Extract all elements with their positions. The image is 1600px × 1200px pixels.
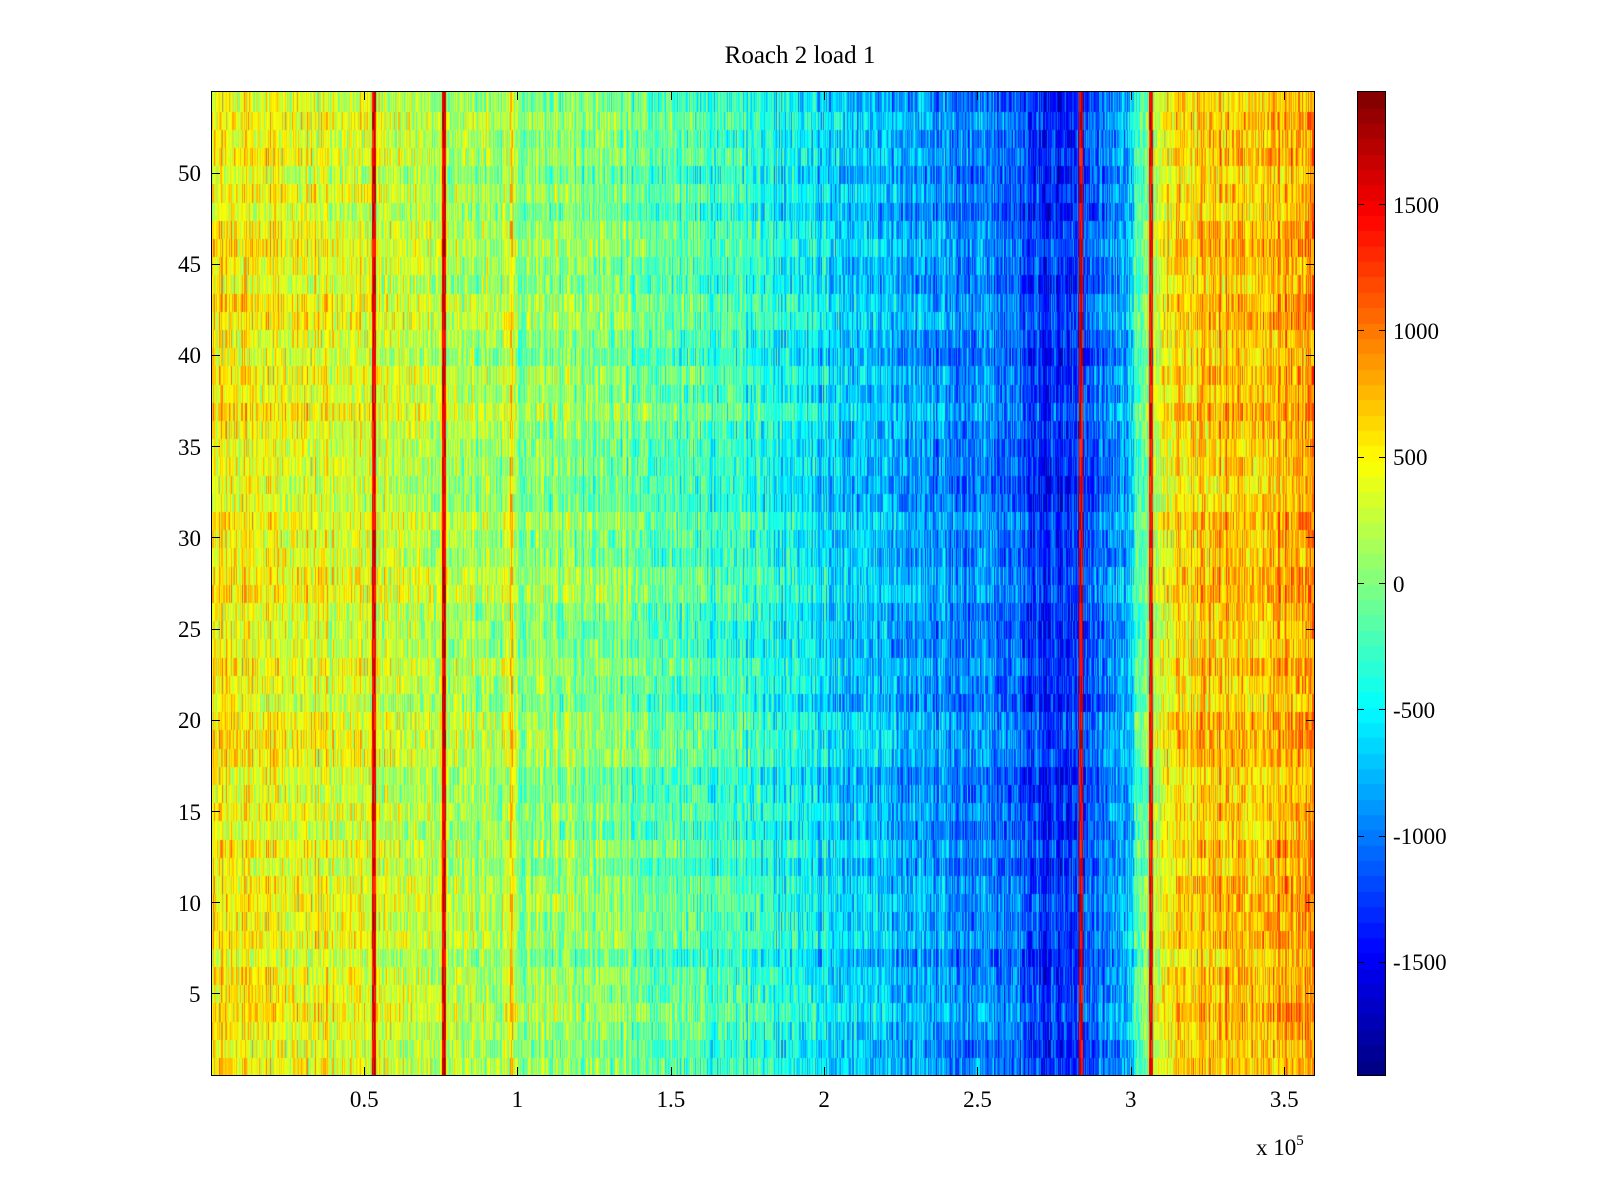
plot-area: [211, 91, 1315, 1076]
y-tick-label: 40: [178, 343, 201, 369]
x-tick-mark-top: [670, 91, 672, 100]
x-tick-label: 3: [1125, 1087, 1137, 1112]
colorbar-tick-mark-left: [1357, 709, 1364, 711]
y-tick-mark-right: [1306, 354, 1315, 356]
x-tick-label: 2.5: [963, 1087, 992, 1112]
colorbar-tick-label: -1500: [1393, 950, 1447, 976]
colorbar-tick-mark-left: [1357, 330, 1364, 332]
y-tick-label: 45: [178, 252, 201, 278]
colorbar-tick-mark-left: [1357, 835, 1364, 837]
y-tick-label: 20: [178, 708, 201, 734]
x-tick-mark: [1283, 1067, 1285, 1076]
y-tick-mark: [211, 993, 220, 995]
colorbar-tick-mark-left: [1357, 456, 1364, 458]
x-axis-exponent-power: 5: [1296, 1133, 1304, 1149]
x-tick-mark: [670, 1067, 672, 1076]
y-tick-mark-right: [1306, 263, 1315, 265]
y-tick-mark-right: [1306, 628, 1315, 630]
y-tick-label: 10: [178, 890, 201, 916]
x-axis-exponent: x 105: [1256, 1133, 1304, 1160]
y-tick-mark-right: [1306, 172, 1315, 174]
y-tick-label: 25: [178, 617, 201, 643]
colorbar-tick-mark-left: [1357, 583, 1364, 584]
y-tick-label: 15: [178, 799, 201, 825]
colorbar-tick-mark-left: [1357, 204, 1364, 206]
colorbar-tick-mark: [1379, 583, 1386, 584]
colorbar-tick-mark: [1379, 330, 1386, 332]
x-tick-mark-top: [1130, 91, 1132, 100]
y-tick-label: 5: [189, 981, 201, 1007]
y-tick-label: 35: [178, 434, 201, 460]
x-tick-mark: [517, 1067, 519, 1076]
x-tick-mark-top: [1283, 91, 1285, 100]
colorbar-tick-label: -500: [1393, 697, 1436, 723]
y-tick-mark: [211, 537, 220, 539]
colorbar-tick-label: -1000: [1393, 824, 1447, 850]
y-tick-mark: [211, 172, 220, 174]
y-tick-mark: [211, 719, 220, 721]
colorbar-tick-label: 0: [1393, 571, 1405, 597]
y-tick-mark-right: [1306, 902, 1315, 904]
heatmap-cells: [212, 92, 1314, 1075]
colorbar-tick-label: 500: [1393, 445, 1428, 471]
y-tick-mark-right: [1306, 719, 1315, 721]
x-tick-label: 3.5: [1269, 1087, 1299, 1112]
y-tick-mark: [211, 446, 220, 448]
chart-title: Roach 2 load 1: [724, 42, 876, 69]
x-axis-exponent-base: x 10: [1256, 1135, 1297, 1160]
y-tick-mark: [211, 902, 220, 904]
x-tick-mark: [823, 1067, 825, 1076]
colorbar-tick-mark: [1379, 961, 1386, 963]
colorbar-tick-mark: [1379, 709, 1386, 711]
y-tick-mark: [211, 628, 220, 630]
y-tick-mark: [211, 811, 220, 812]
colorbar-tick-label: 1500: [1393, 192, 1439, 218]
colorbar-tick-mark: [1379, 835, 1386, 837]
x-tick-mark-top: [977, 91, 979, 100]
colorbar-tick-label: 1000: [1393, 318, 1439, 344]
x-tick-mark: [363, 1067, 365, 1076]
y-tick-mark-right: [1306, 811, 1315, 812]
y-tick-mark-right: [1306, 537, 1315, 539]
colorbar-tick-mark-left: [1357, 961, 1364, 963]
x-tick-label: 2: [818, 1087, 830, 1112]
x-tick-mark-top: [823, 91, 825, 100]
x-tick-label: 1: [511, 1087, 524, 1112]
colorbar-tick-mark: [1379, 456, 1386, 458]
y-tick-label: 30: [178, 525, 201, 551]
x-tick-label: 0.5: [349, 1087, 379, 1112]
x-tick-label: 1.5: [656, 1087, 686, 1112]
x-tick-mark: [977, 1067, 979, 1076]
x-tick-mark-top: [363, 91, 365, 100]
y-tick-mark: [211, 354, 220, 356]
y-tick-mark-right: [1306, 993, 1315, 995]
y-tick-mark-right: [1306, 446, 1315, 448]
colorbar-tick-mark: [1379, 204, 1386, 206]
x-tick-mark: [1130, 1067, 1132, 1076]
x-tick-mark-top: [517, 91, 519, 100]
y-tick-mark: [211, 263, 220, 265]
y-tick-label: 50: [178, 161, 201, 187]
